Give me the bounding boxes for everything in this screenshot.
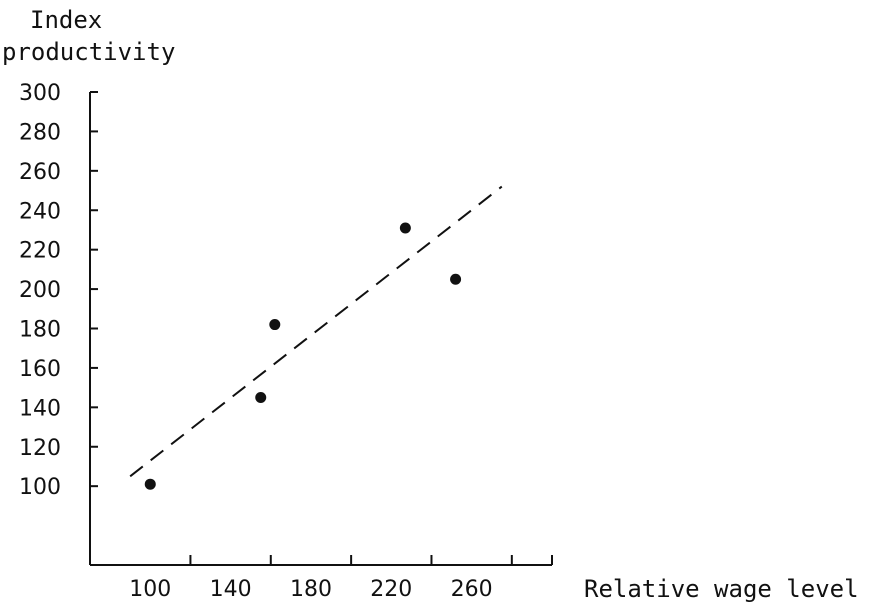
data-point: [399, 222, 411, 234]
data-point: [144, 478, 156, 490]
data-points: [144, 222, 462, 490]
y-tick-label: 280: [19, 120, 61, 145]
x-tick-label: 180: [290, 577, 332, 602]
data-point: [255, 391, 267, 403]
y-tick-label: 160: [19, 357, 61, 382]
y-ticks: 100 120 140 160 180 200 220 240 260 280 300: [19, 81, 98, 500]
y-tick-label: 260: [19, 160, 61, 185]
y-axis-label-line-1: Index: [30, 6, 103, 34]
y-tick-label: 100: [19, 475, 61, 500]
y-tick-label: 180: [19, 318, 61, 343]
trend-line-group: [129, 185, 503, 478]
x-tick-label: 100: [129, 577, 171, 602]
x-tick-label: 140: [210, 577, 252, 602]
x-axis-label: Relative wage level: [584, 575, 859, 603]
y-tick-label: 140: [19, 396, 61, 421]
y-tick-label: 200: [19, 278, 61, 303]
x-ticks: 100 140 180 220 260: [129, 555, 553, 602]
x-tick-label: 220: [370, 577, 412, 602]
data-point: [269, 319, 281, 331]
y-tick-label: 240: [19, 199, 61, 224]
y-tick-label: 300: [19, 81, 61, 106]
x-tick-label: 260: [451, 577, 493, 602]
data-point: [450, 273, 462, 285]
y-axis-label-line-2: productivity: [2, 38, 176, 66]
y-tick-label: 220: [19, 239, 61, 264]
trend-line: [129, 185, 503, 478]
y-tick-label: 120: [19, 436, 61, 461]
